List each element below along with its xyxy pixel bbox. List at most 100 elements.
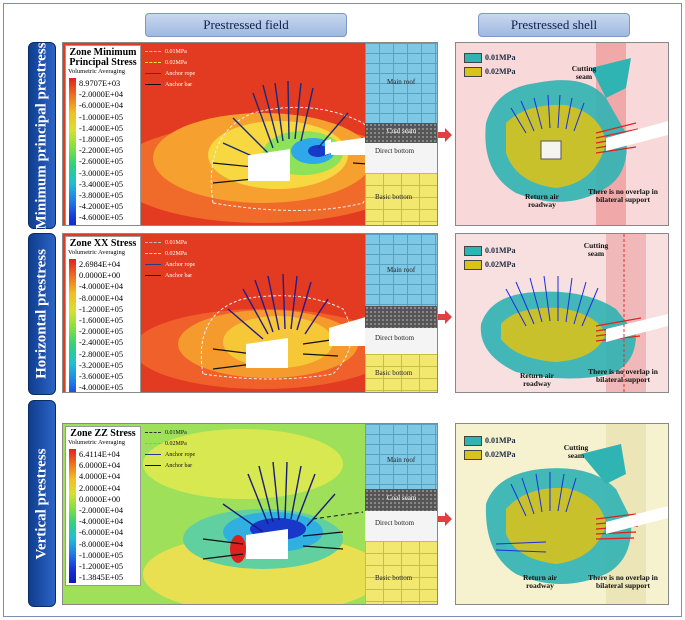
legend-tick: 2.6984E+04 — [79, 260, 121, 269]
key-bar-minimum: Anchor bar — [165, 82, 193, 88]
legend-tick: -4.6000E+05 — [79, 213, 124, 223]
legend-ticks-vertical: 6.4114E+04 6.0000E+04 4.0000E+04 2.0000E+04… — [79, 449, 138, 583]
shell-key-001-vertical: 0.01MPa — [485, 436, 516, 445]
legend-tick: 6.0000E+04 — [79, 461, 121, 471]
legend-tick: 8.9707E+03 — [79, 79, 121, 88]
legend-tick: -2.2000E+05 — [79, 146, 124, 156]
cut-void-minimum — [331, 137, 369, 155]
shell-key-002-horizontal: 0.02MPa — [485, 260, 516, 270]
shell-panel-vertical: 0.01MPa 0.02MPa Cutting seam Return air … — [455, 423, 669, 605]
legend-tick: -3.6000E+05 — [79, 372, 124, 382]
key-bar-vertical: Anchor bar — [165, 463, 193, 469]
legend-tick: 6.4114E+04 — [79, 450, 120, 459]
label-main-roof: Main roof — [387, 266, 416, 274]
legend-tick: -1.0000E+05 — [79, 112, 124, 122]
label-return-air-roadway-minimum: Return air roadway — [525, 192, 559, 209]
legend-tick: -1.4000E+05 — [79, 123, 124, 133]
shell-key-horizontal: 0.01MPa 0.02MPa — [464, 246, 516, 271]
shell-key-002-minimum: 0.02MPa — [485, 67, 516, 77]
roadway-void-vertical — [246, 529, 288, 559]
legend-tick: -6.0000E+04 — [79, 528, 124, 538]
legend-tick: -1.8000E+05 — [79, 135, 124, 145]
legend-tick: -1.3845E+05 — [79, 573, 124, 583]
legend-tick: 0.0000E+00 — [79, 271, 121, 281]
legend-tick: -4.7220E+05 — [79, 224, 138, 226]
shell-render-horizontal — [480, 234, 668, 392]
key-001-horizontal: 0.01MPa — [165, 240, 187, 246]
key-001-vertical: 0.01MPa — [165, 430, 187, 436]
label-return-air-roadway-horizontal: Return air roadway — [520, 371, 554, 388]
legend-tick: -4.0000E+04 — [79, 282, 124, 292]
shell-panel-minimum: 0.01MPa 0.02MPa Cutting seam Return air … — [455, 42, 669, 226]
legend-tick: -1.0000E+05 — [79, 550, 124, 560]
label-return-air-roadway-vertical: Return air roadway — [523, 573, 557, 590]
legend-tick: -2.8000E+05 — [79, 349, 124, 359]
legend-tick: 4.0000E+04 — [79, 472, 121, 482]
label-no-overlap-horizontal: There is no overlap in bilateral support — [588, 367, 658, 384]
legend-tick: -6.0000E+04 — [79, 101, 124, 111]
legend-tick: -3.0000E+05 — [79, 168, 124, 178]
strata-column-vertical: Main roof Coal seam Direct bottom Basic … — [365, 424, 437, 604]
key-002-horizontal: 0.02MPa — [165, 251, 187, 257]
key-rope-vertical: Anchor rope — [165, 452, 196, 458]
strata-column-minimum: Main roof Coal seam Direct bottom Basic … — [365, 43, 437, 225]
legend-tick: -1.6000E+05 — [79, 316, 124, 326]
key-002-minimum: 0.02MPa — [165, 60, 187, 66]
legend-title-minimum: Zone Minimum Principal Stress — [69, 47, 137, 68]
legend-tick: -2.6000E+05 — [79, 157, 124, 167]
legend-title-vertical: Zone ZZ Stress — [70, 428, 136, 439]
shell-key-vertical: 0.01MPa 0.02MPa — [464, 436, 516, 461]
legend-sub-minimum: Volumetric Averaging — [68, 68, 125, 75]
shell-render-vertical — [485, 444, 668, 584]
legend-ticks-minimum: 8.9707E+03 -2.0000E+04 -6.0000E+04 -1.0000E… — [79, 78, 138, 226]
label-basic-bottom: Basic bottom — [375, 369, 413, 377]
main-roof-layer — [365, 43, 437, 123]
row-label-minimum: Minimum principal prestress — [28, 42, 56, 229]
legend-tick: -2.0000E+04 — [79, 90, 124, 100]
legend-title-horizontal: Zone XX Stress — [69, 238, 137, 249]
legend-tick: -8.0000E+04 — [79, 539, 124, 549]
label-basic-bottom: Basic bottom — [375, 574, 413, 582]
stress-legend-horizontal: Zone XX Stress Volumetric Averaging 2.69… — [65, 236, 141, 393]
label-direct-bottom: Direct bottom — [375, 519, 415, 527]
shell-key-001-horizontal: 0.01MPa — [485, 246, 516, 255]
label-cutting-seam-minimum: Cutting seam — [571, 64, 597, 81]
stress-legend-vertical: Zone ZZ Stress Volumetric Averaging 6.41… — [65, 426, 141, 587]
legend-ticks-horizontal: 2.6984E+04 0.0000E+00 -4.0000E+04 -8.0000E+… — [79, 259, 138, 393]
shell-render-minimum — [485, 58, 668, 202]
legend-tick: 2.0000E+04 — [79, 483, 121, 493]
roadway-void-horizontal — [246, 338, 288, 368]
shell-panel-horizontal: 0.01MPa 0.02MPa Cutting seam Return air … — [455, 233, 669, 393]
key-rope-minimum: Anchor rope — [165, 71, 196, 77]
field-panel-vertical: Zone ZZ Stress Volumetric Averaging 6.41… — [62, 423, 438, 605]
basic-bottom-layer — [365, 541, 437, 604]
key-001-minimum: 0.01MPa — [165, 49, 187, 55]
shell-key-001-minimum: 0.01MPa — [485, 53, 516, 62]
main-roof-layer — [365, 234, 437, 306]
coal-seam-layer — [365, 306, 437, 328]
key-rope-horizontal: Anchor rope — [165, 262, 196, 268]
colorbar-horizontal — [69, 259, 76, 392]
legend-tick: -1.2000E+05 — [79, 562, 124, 572]
coal-seam-layer — [365, 123, 437, 143]
basic-bottom-layer — [365, 354, 437, 392]
legend-tick: -3.4000E+05 — [79, 179, 124, 189]
legend-tick: -3.2000E+05 — [79, 360, 124, 370]
line-key-vertical: 0.01MPa 0.02MPa Anchor rope Anchor bar — [145, 428, 195, 472]
label-no-overlap-vertical: There is no overlap in bilateral support — [588, 573, 658, 590]
row-label-horizontal: Horizontal prestress — [28, 233, 56, 395]
legend-sub-vertical: Volumetric Averaging — [68, 439, 125, 446]
strata-column-horizontal: Main roof Direct bottom Basic bottom — [365, 234, 437, 392]
colorbar-vertical — [69, 449, 76, 583]
stress-legend-minimum: Zone Minimum Principal Stress Volumetric… — [65, 45, 141, 226]
direct-bottom-layer — [365, 143, 437, 173]
basic-bottom-layer — [365, 173, 437, 225]
label-coal-seam: Coal seam — [387, 127, 417, 135]
legend-tick: -4.0000E+05 — [79, 383, 124, 393]
label-main-roof: Main roof — [387, 78, 416, 86]
legend-tick: -2.0000E+04 — [79, 506, 124, 516]
line-key-minimum: 0.01MPa 0.02MPa Anchor rope Anchor bar — [145, 47, 195, 91]
key-002-vertical: 0.02MPa — [165, 441, 187, 447]
legend-tick: -1.2000E+05 — [79, 304, 124, 314]
direct-bottom-layer — [365, 511, 437, 541]
